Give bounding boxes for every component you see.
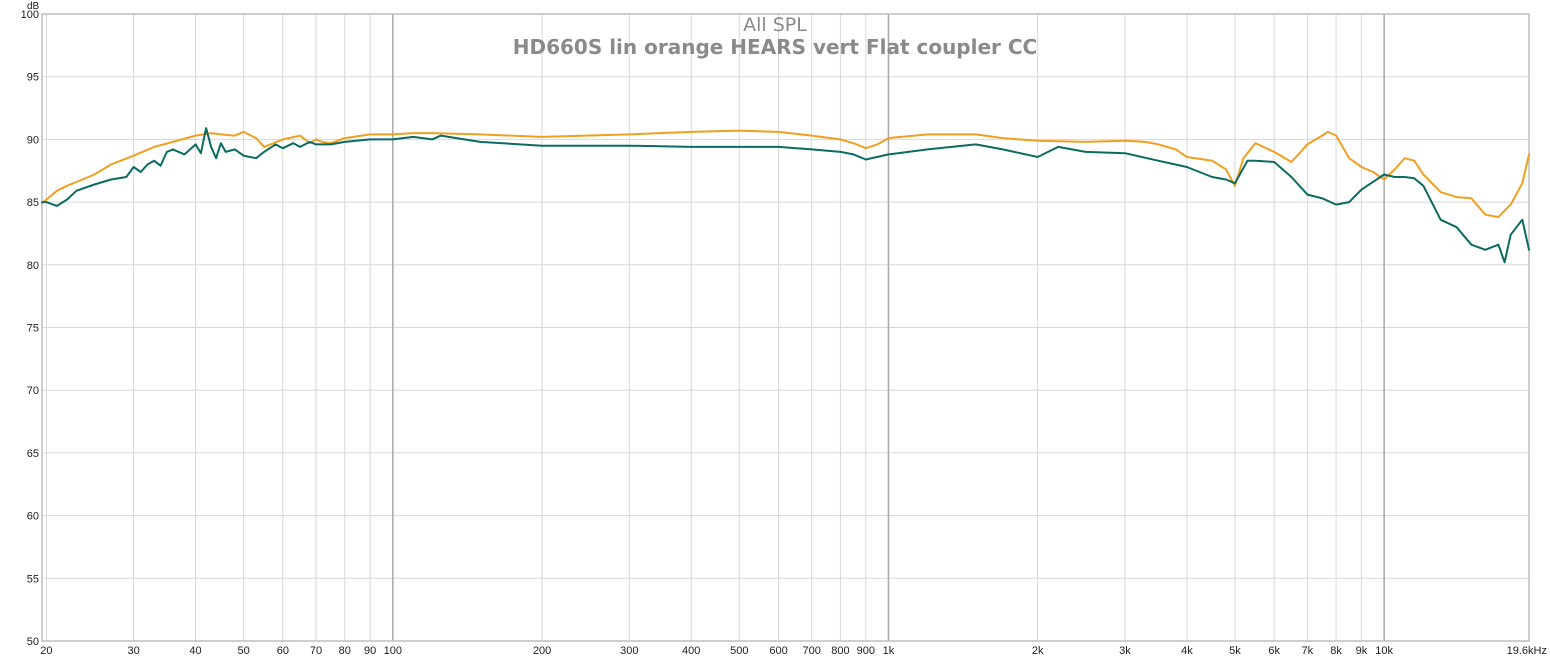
y-tick-label: 65 xyxy=(27,448,39,460)
x-tick-label: 800 xyxy=(831,645,849,657)
x-tick-label: 300 xyxy=(620,645,638,657)
chart-subtitle: HD660S lin orange HEARS vert Flat couple… xyxy=(513,35,1037,59)
x-tick-label: 7k xyxy=(1302,645,1314,657)
series-line-2 xyxy=(41,127,1530,264)
x-tick-label: 2k xyxy=(1032,645,1044,657)
y-tick-label: 70 xyxy=(27,385,39,397)
x-tick-label: 600 xyxy=(769,645,787,657)
x-tick-label: 70 xyxy=(310,645,322,657)
x-tick-label: 3k xyxy=(1119,645,1131,657)
y-tick-label: 60 xyxy=(27,511,39,523)
y-tick-label: 50 xyxy=(27,636,39,648)
x-tick-label: 9k xyxy=(1356,645,1368,657)
x-tick-label: 40 xyxy=(189,645,201,657)
y-tick-label: 100 xyxy=(21,9,39,21)
x-tick-label: 30 xyxy=(128,645,140,657)
x-tick-label: 10k xyxy=(1375,645,1393,657)
x-tick-label: 8k xyxy=(1330,645,1342,657)
chart-title: All SPL xyxy=(743,14,807,36)
x-tick-label: 100 xyxy=(384,645,402,657)
y-axis-unit: dB xyxy=(27,1,40,12)
plot-frame xyxy=(41,13,1530,642)
y-tick-label: 95 xyxy=(27,72,39,84)
x-tick-label: 4k xyxy=(1181,645,1193,657)
x-tick-label: 700 xyxy=(803,645,821,657)
x-tick-label: 1k xyxy=(883,645,895,657)
x-tick-label: 500 xyxy=(730,645,748,657)
x-tick-label: 20 xyxy=(40,645,52,657)
x-tick-label: 90 xyxy=(364,645,376,657)
x-tick-label: 6k xyxy=(1268,645,1280,657)
x-tick-label: 19.6kHz xyxy=(1507,645,1547,657)
x-tick-label: 900 xyxy=(857,645,875,657)
x-tick-label: 80 xyxy=(339,645,351,657)
y-tick-label: 80 xyxy=(27,260,39,272)
y-tick-label: 75 xyxy=(27,323,39,335)
x-tick-label: 5k xyxy=(1229,645,1241,657)
x-tick-label: 50 xyxy=(237,645,249,657)
series-line-1 xyxy=(41,129,1530,219)
y-tick-label: 85 xyxy=(27,197,39,209)
x-tick-label: 60 xyxy=(277,645,289,657)
x-tick-label: 200 xyxy=(533,645,551,657)
series-layer xyxy=(41,127,1530,264)
x-tick-label: 400 xyxy=(682,645,700,657)
y-tick-label: 90 xyxy=(27,134,39,146)
label-layer: 50 55 60 65 70 75 80 85 90 95 100 20 30 40 50 60 70 80 90 1… xyxy=(21,9,1547,657)
y-tick-label: 55 xyxy=(27,573,39,585)
